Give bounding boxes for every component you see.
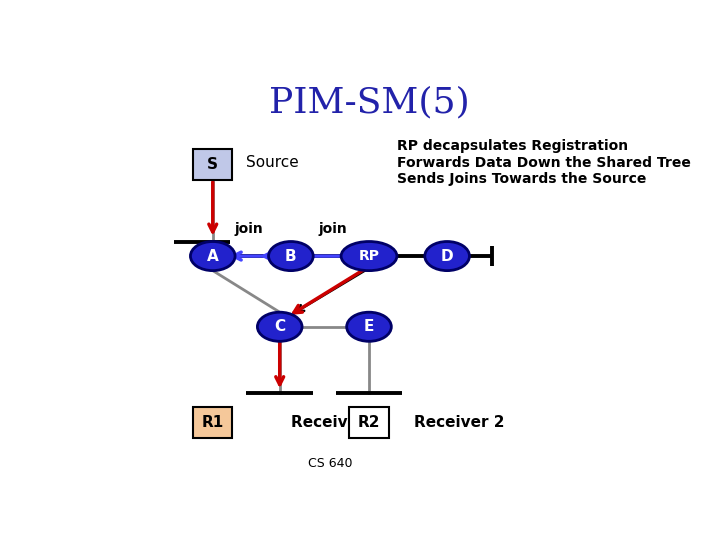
- Ellipse shape: [341, 241, 397, 271]
- Ellipse shape: [269, 241, 313, 271]
- FancyBboxPatch shape: [349, 407, 389, 438]
- Ellipse shape: [347, 312, 392, 341]
- Text: CS 640: CS 640: [307, 457, 352, 470]
- Text: E: E: [364, 319, 374, 334]
- Ellipse shape: [258, 312, 302, 341]
- Text: join: join: [235, 222, 264, 236]
- Text: Receiver 1: Receiver 1: [291, 415, 381, 430]
- Text: RP: RP: [359, 249, 379, 263]
- Text: RP decapsulates Registration
Forwards Data Down the Shared Tree
Sends Joins Towa: RP decapsulates Registration Forwards Da…: [397, 139, 690, 186]
- Text: Source: Source: [246, 155, 299, 170]
- Text: join: join: [318, 222, 347, 236]
- Text: R2: R2: [358, 415, 380, 430]
- Text: D: D: [441, 248, 454, 264]
- Ellipse shape: [190, 241, 235, 271]
- Text: B: B: [285, 248, 297, 264]
- Text: A: A: [207, 248, 219, 264]
- Text: R1: R1: [202, 415, 224, 430]
- Text: PIM-SM(5): PIM-SM(5): [269, 85, 469, 119]
- Ellipse shape: [425, 241, 469, 271]
- FancyBboxPatch shape: [193, 407, 233, 438]
- Text: C: C: [274, 319, 285, 334]
- FancyBboxPatch shape: [193, 149, 233, 180]
- Text: Receiver 2: Receiver 2: [413, 415, 504, 430]
- Text: S: S: [207, 157, 218, 172]
